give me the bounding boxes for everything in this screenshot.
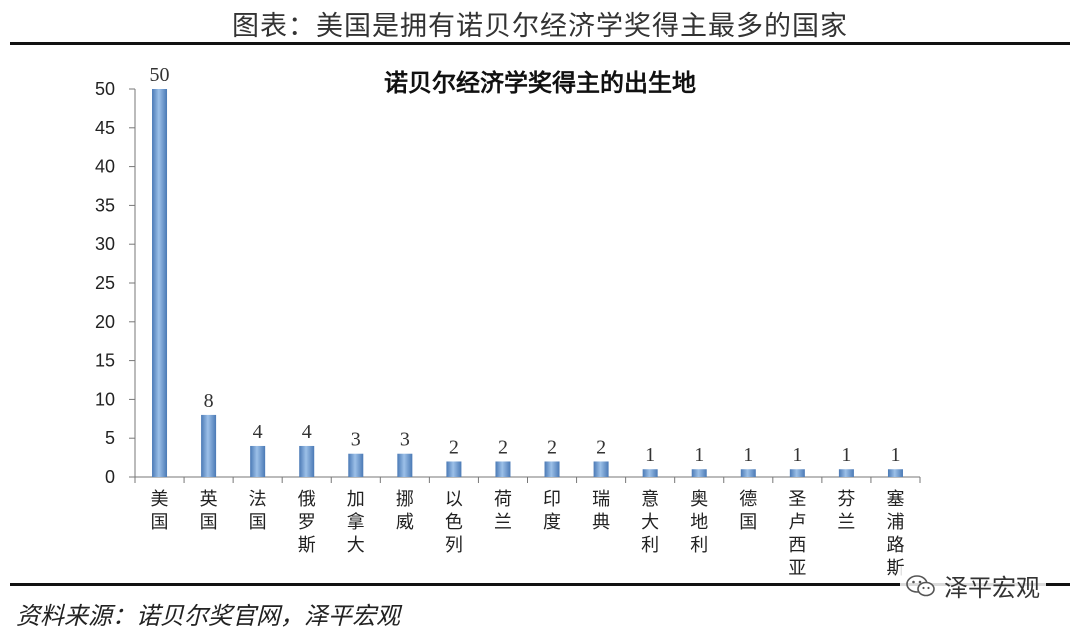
source-note: 资料来源：诺贝尔奖官网，泽平宏观 <box>16 602 400 630</box>
data-label: 1 <box>890 444 900 466</box>
bar <box>250 445 266 477</box>
bar <box>593 461 609 477</box>
x-category-label: 意 <box>641 489 659 510</box>
x-category-label: 色 <box>445 512 463 533</box>
bar <box>397 453 413 477</box>
bar <box>838 469 854 477</box>
y-tick-label: 50 <box>95 79 115 99</box>
x-category-label: 浦 <box>886 512 904 533</box>
x-category-label: 兰 <box>494 512 512 533</box>
bar <box>201 414 217 477</box>
y-tick-label: 10 <box>95 389 115 409</box>
x-category-label: 瑞 <box>592 489 610 510</box>
data-label: 8 <box>204 390 214 412</box>
x-category-label: 斯 <box>886 558 904 579</box>
x-category-label: 国 <box>151 512 169 533</box>
x-category-label: 法 <box>249 489 267 510</box>
x-category-label: 加 <box>347 489 365 510</box>
bar <box>642 469 658 477</box>
bottom-rule <box>10 583 1070 586</box>
x-category-label: 俄 <box>298 489 316 510</box>
x-category-label: 荷 <box>494 489 512 510</box>
bar <box>446 461 462 477</box>
y-tick-label: 30 <box>95 234 115 254</box>
data-label: 2 <box>449 436 459 458</box>
x-category-label: 亚 <box>788 558 806 579</box>
chart-title: 诺贝尔经济学奖得主的出生地 <box>384 68 696 97</box>
bar <box>691 469 707 477</box>
bar-chart: 诺贝尔经济学奖得主的出生地0510152025303540455050美国8英国… <box>95 64 921 579</box>
bar <box>544 461 560 477</box>
x-category-label: 拿 <box>347 511 365 533</box>
top-rule <box>10 42 1070 45</box>
x-category-label: 威 <box>396 512 414 533</box>
x-category-label: 西 <box>788 535 806 556</box>
data-label: 50 <box>150 64 170 86</box>
bar <box>348 453 364 477</box>
y-tick-label: 40 <box>95 157 115 177</box>
y-tick-label: 5 <box>105 428 115 448</box>
x-category-label: 大 <box>641 512 659 533</box>
x-category-label: 芬 <box>837 489 855 510</box>
y-tick-label: 0 <box>105 467 115 487</box>
x-category-label: 挪 <box>396 489 414 510</box>
x-category-label: 罗 <box>298 512 316 533</box>
x-category-label: 卢 <box>788 512 806 533</box>
bar <box>495 461 511 477</box>
x-category-label: 兰 <box>837 512 855 533</box>
y-tick-label: 25 <box>95 273 115 293</box>
x-category-label: 列 <box>445 535 463 556</box>
x-category-label: 美 <box>151 489 169 510</box>
bar <box>887 469 903 477</box>
data-label: 1 <box>743 444 753 466</box>
data-label: 3 <box>400 429 410 451</box>
x-category-label: 斯 <box>298 535 316 556</box>
x-category-label: 地 <box>690 512 708 533</box>
data-label: 1 <box>841 444 851 466</box>
x-category-label: 国 <box>200 512 218 533</box>
data-label: 2 <box>498 436 508 458</box>
watermark-text: 泽平宏观 <box>944 574 1040 602</box>
x-category-label: 路 <box>886 535 904 556</box>
data-label: 2 <box>596 436 606 458</box>
x-category-label: 塞 <box>886 489 904 510</box>
bar <box>299 445 315 477</box>
x-category-label: 以 <box>445 489 463 510</box>
y-tick-label: 20 <box>95 312 115 332</box>
x-category-label: 度 <box>543 512 561 533</box>
x-category-label: 奥 <box>690 489 708 510</box>
page-title: 图表：美国是拥有诺贝尔经济学奖得主最多的国家 <box>232 11 848 42</box>
data-label: 4 <box>302 421 312 443</box>
y-tick-label: 15 <box>95 351 115 371</box>
data-label: 1 <box>792 444 802 466</box>
data-label: 4 <box>253 421 263 443</box>
data-label: 1 <box>694 444 704 466</box>
wechat-icon <box>906 574 935 596</box>
x-category-label: 利 <box>690 535 708 556</box>
x-category-label: 利 <box>641 535 659 556</box>
watermark: 泽平宏观 <box>900 566 1046 605</box>
y-tick-label: 45 <box>95 118 115 138</box>
bar <box>789 469 805 477</box>
x-category-label: 英 <box>200 489 218 510</box>
data-label: 2 <box>547 436 557 458</box>
x-category-label: 典 <box>592 512 610 533</box>
bar <box>740 469 756 477</box>
x-category-label: 印 <box>543 489 561 510</box>
bar <box>152 89 168 477</box>
data-label: 3 <box>351 429 361 451</box>
y-tick-label: 35 <box>95 195 115 215</box>
data-label: 1 <box>645 444 655 466</box>
x-category-label: 大 <box>347 535 365 556</box>
x-category-label: 国 <box>249 512 267 533</box>
x-category-label: 圣 <box>788 489 806 510</box>
x-category-label: 德 <box>739 489 757 510</box>
x-category-label: 国 <box>739 512 757 533</box>
